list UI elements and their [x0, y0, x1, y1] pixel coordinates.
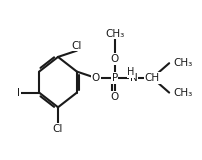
- Text: I: I: [17, 88, 20, 98]
- Text: O: O: [110, 92, 119, 102]
- Text: Cl: Cl: [72, 41, 82, 51]
- Text: O: O: [92, 73, 100, 83]
- Text: CH₃: CH₃: [105, 29, 124, 39]
- Text: CH₃: CH₃: [173, 58, 193, 68]
- Text: Cl: Cl: [53, 124, 63, 134]
- Text: N: N: [130, 73, 137, 83]
- Text: P: P: [112, 73, 118, 83]
- Text: O: O: [110, 54, 119, 64]
- Text: H: H: [127, 67, 135, 77]
- Text: CH: CH: [145, 73, 160, 83]
- Text: CH₃: CH₃: [173, 88, 193, 98]
